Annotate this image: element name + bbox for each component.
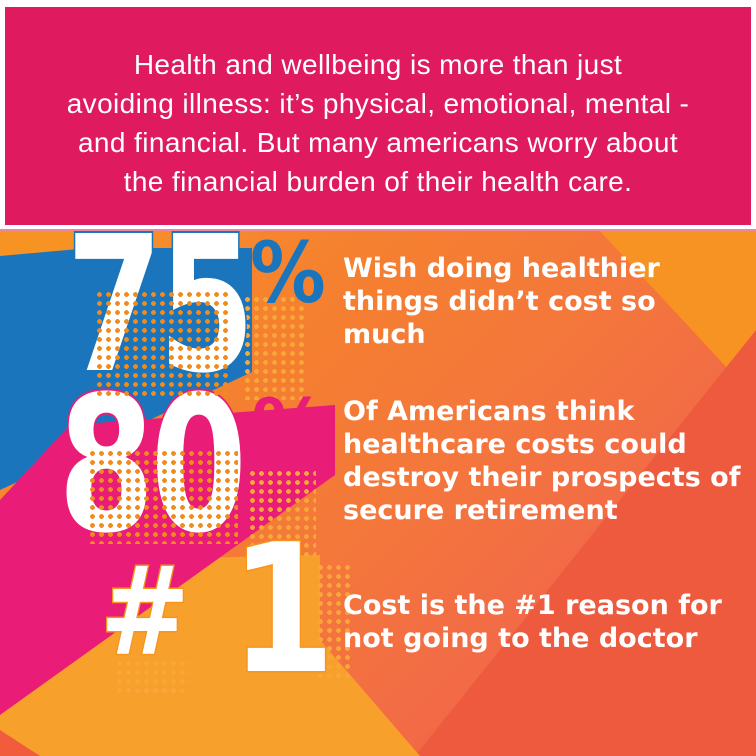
description-line: secure retirement	[343, 495, 618, 526]
stat-1-description: Cost is the #1 reason for not going to t…	[343, 589, 753, 655]
header-text-line: and financial. But many americans worry …	[77, 127, 679, 158]
description-line: things didn’t cost so much	[343, 286, 656, 350]
header-text-line: the financial burden of their health car…	[123, 166, 633, 197]
stat-75-percent: %	[250, 231, 326, 322]
stat-80-percent: %	[252, 381, 328, 479]
dark-region-bottom-right	[415, 330, 756, 756]
description-line: Cost is the #1 reason for	[343, 590, 722, 621]
header-text-line: avoiding illness: it’s physical, emotion…	[66, 88, 690, 119]
description-line: not going to the doctor	[343, 623, 698, 654]
stat-75-description: Wish doing healthier things didn’t cost …	[343, 252, 733, 351]
description-line: Of Americans think	[343, 396, 635, 427]
header-text-line: Health and wellbeing is more than just	[133, 49, 623, 80]
stat-80-description: Of Americans think healthcare costs coul…	[343, 395, 753, 527]
description-line: healthcare costs could	[343, 429, 687, 460]
description-line: destroy their prospects of	[343, 462, 741, 493]
stat-1-hash: #	[99, 541, 192, 683]
description-line: Wish doing healthier	[343, 253, 660, 284]
divider-hairline	[0, 229, 756, 231]
stats-panel: 75 % Wish doing healthier things didn’t …	[0, 231, 756, 756]
header-panel: Health and wellbeing is more than just a…	[5, 7, 751, 225]
stat-1-number: 1	[229, 506, 337, 713]
stat-80-number: 80	[57, 356, 249, 575]
